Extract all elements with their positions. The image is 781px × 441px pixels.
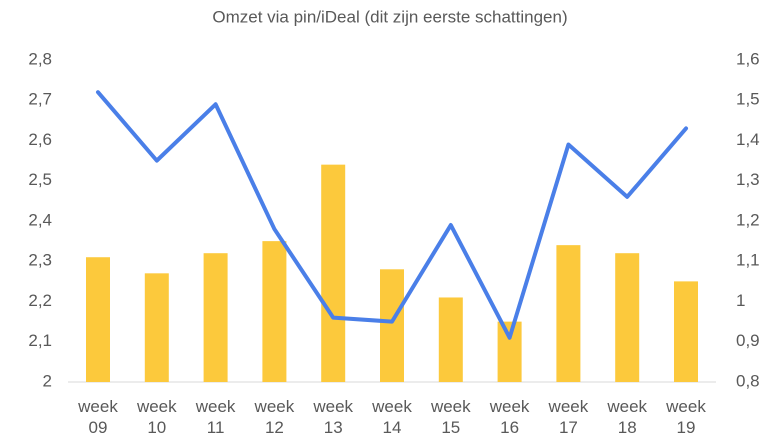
y2-tick-label: 1 bbox=[736, 291, 745, 310]
y2-tick-label: 0,9 bbox=[736, 331, 760, 350]
y2-tick-label: 1,3 bbox=[736, 170, 760, 189]
x-tick-label: week 15 bbox=[430, 397, 471, 437]
y2-tick-label: 1,5 bbox=[736, 90, 760, 109]
y-tick-label: 2 bbox=[43, 371, 52, 390]
bar bbox=[321, 164, 346, 382]
y-tick-label: 2,2 bbox=[28, 291, 52, 310]
bar bbox=[262, 241, 287, 382]
y-tick-label: 2,3 bbox=[28, 251, 52, 270]
bar bbox=[497, 321, 522, 382]
x-tick-label: week 11 bbox=[195, 397, 236, 437]
x-tick-label: week 16 bbox=[489, 397, 530, 437]
y-tick-label: 2,7 bbox=[28, 90, 52, 109]
x-tick-label: week 18 bbox=[606, 397, 647, 437]
bar bbox=[380, 269, 404, 382]
y-tick-label: 2,1 bbox=[28, 331, 52, 350]
y2-tick-label: 1,1 bbox=[736, 251, 760, 270]
bar bbox=[615, 253, 640, 382]
line bbox=[96, 90, 688, 340]
y-tick-label: 2,6 bbox=[28, 130, 52, 149]
y2-tick-label: 1,4 bbox=[736, 130, 760, 149]
x-tick-label: week 17 bbox=[548, 397, 589, 437]
bar bbox=[556, 245, 581, 382]
x-tick-label: week 12 bbox=[254, 397, 295, 437]
y-tick-label: 2,8 bbox=[28, 49, 52, 68]
bar bbox=[144, 273, 169, 382]
chart-title: Omzet via pin/iDeal (dit zijn eerste sch… bbox=[212, 7, 567, 26]
x-tick-label: week 19 bbox=[665, 397, 706, 437]
bar bbox=[674, 281, 698, 382]
y-tick-label: 2,4 bbox=[28, 210, 52, 229]
x-tick-label: week 10 bbox=[136, 397, 177, 437]
x-tick-label: week 14 bbox=[371, 397, 412, 437]
bar bbox=[438, 297, 463, 382]
y2-tick-label: 1,2 bbox=[736, 210, 760, 229]
bar bbox=[86, 257, 110, 382]
x-tick-label: week 13 bbox=[312, 397, 353, 437]
y2-tick-label: 1,6 bbox=[736, 49, 760, 68]
y2-tick-label: 0,8 bbox=[736, 371, 760, 390]
y-tick-label: 2,5 bbox=[28, 170, 52, 189]
bar bbox=[203, 253, 228, 382]
x-tick-label: week 09 bbox=[77, 397, 118, 437]
